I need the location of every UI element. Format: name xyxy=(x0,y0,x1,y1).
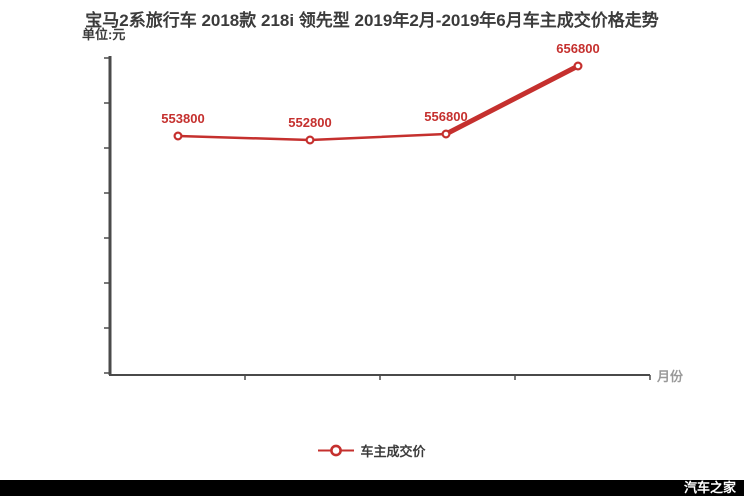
data-point-label: 556800 xyxy=(424,109,468,124)
data-point-label: 552800 xyxy=(288,115,332,130)
data-point xyxy=(573,61,583,71)
autohome-watermark-logo: 汽车之家 xyxy=(683,480,736,495)
price-line-rise-segment xyxy=(443,63,581,137)
legend-line-marker-icon xyxy=(318,444,355,457)
data-point-label: 553800 xyxy=(161,111,205,126)
x-axis-label: 月份 xyxy=(657,369,684,384)
legend: 车主成交价 xyxy=(0,441,744,460)
y-axis-unit-label: 单位:元 xyxy=(82,27,126,42)
data-point-label: 656800 xyxy=(556,41,600,56)
page-title: 宝马2系旅行车 2018款 218i 领先型 2019年2月-2019年6月车主… xyxy=(85,11,659,30)
data-point xyxy=(305,135,315,145)
footer-bar: 汽车之家 xyxy=(0,480,744,496)
data-point xyxy=(173,131,183,141)
legend-label: 车主成交价 xyxy=(360,444,426,459)
data-point xyxy=(441,129,451,139)
legend-item-owner-price[interactable]: 车主成交价 xyxy=(318,441,426,460)
